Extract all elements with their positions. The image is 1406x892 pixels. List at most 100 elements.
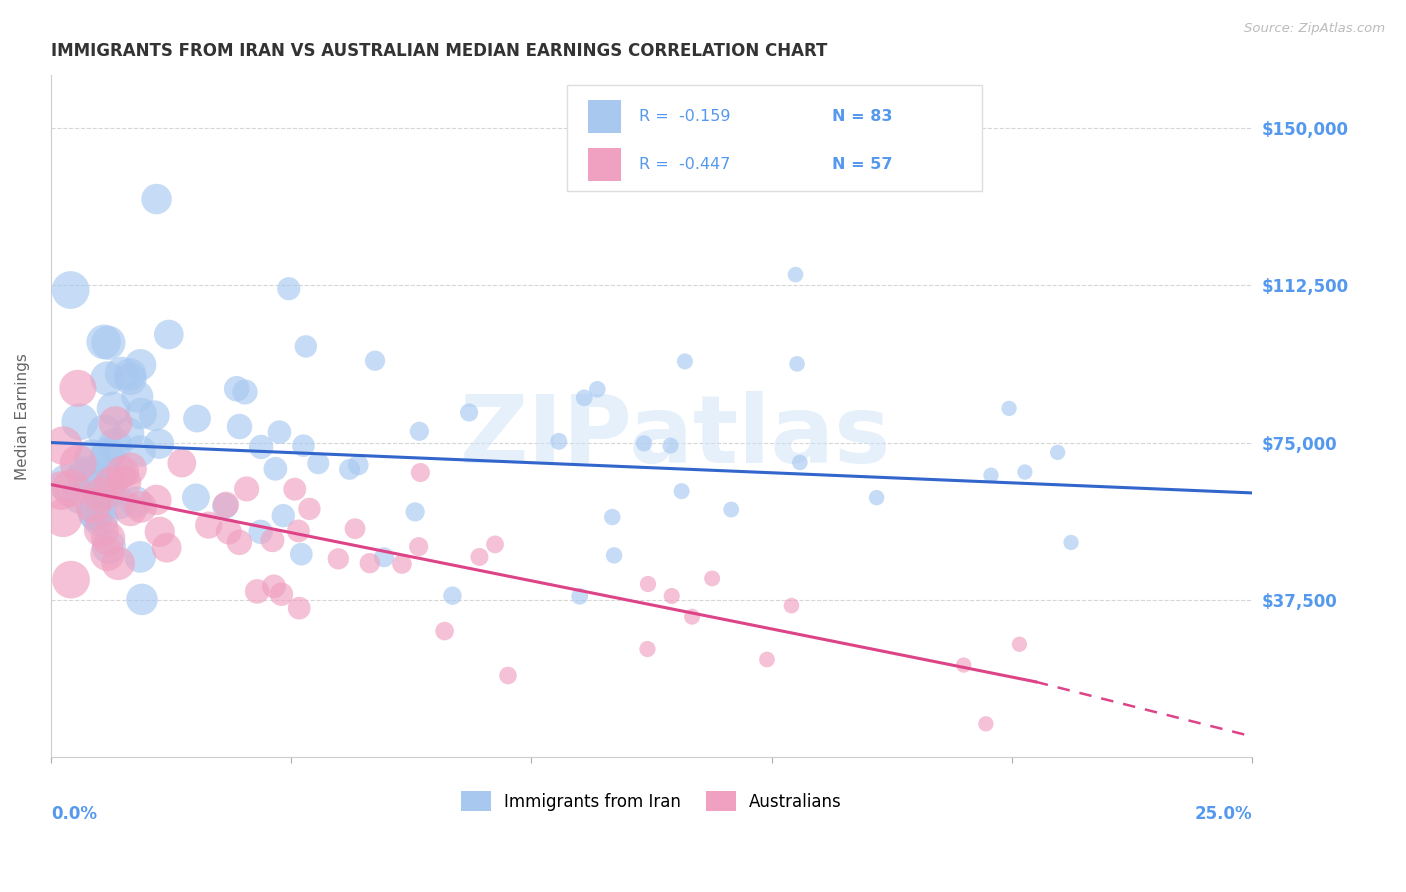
Point [111,465,134,479]
Point [186,411,208,425]
Point [433,624,456,638]
Point [484,537,506,551]
Text: 25.0%: 25.0% [1194,805,1251,823]
Point [149,524,172,539]
Text: ZIPatlas: ZIPatlas [460,391,891,483]
Point [148,437,170,451]
Point [633,436,655,450]
Point [131,592,153,607]
Point [87,497,110,511]
Point [636,642,658,657]
Point [108,466,131,480]
Point [170,456,193,470]
Point [659,439,682,453]
Point [96,371,118,385]
Point [262,533,284,548]
Point [82,499,104,513]
Point [117,426,139,441]
Point [107,557,129,571]
Point [246,584,269,599]
Point [97,540,120,554]
Point [215,498,238,512]
FancyBboxPatch shape [588,148,621,181]
Point [52,511,75,525]
Point [197,518,219,533]
Point [344,522,367,536]
Point [288,601,311,615]
Point [780,599,803,613]
Legend: Immigrants from Iran, Australians: Immigrants from Iran, Australians [454,785,849,817]
Point [59,482,82,496]
Point [218,524,240,539]
Point [998,401,1021,416]
Point [269,425,291,439]
Point [127,390,149,404]
Text: R =  -0.447: R = -0.447 [640,157,731,172]
Point [263,579,285,593]
Point [145,192,167,206]
Point [228,419,250,434]
FancyBboxPatch shape [568,86,981,191]
Point [96,485,118,500]
Point [80,450,103,465]
Point [67,456,90,470]
Point [225,382,247,396]
Point [600,510,623,524]
Point [865,491,887,505]
Point [93,425,115,439]
Point [69,489,91,503]
Point [129,358,152,372]
Point [408,425,430,439]
Point [974,716,997,731]
Text: R =  -0.159: R = -0.159 [640,109,731,124]
Point [96,547,118,561]
Point [339,462,361,476]
Point [980,468,1002,483]
Point [120,503,142,517]
Point [347,458,370,472]
Point [359,556,381,570]
Point [66,381,89,395]
Point [75,467,97,482]
Point [328,551,350,566]
Point [157,327,180,342]
Text: 0.0%: 0.0% [51,805,97,823]
Point [249,524,271,539]
Point [307,456,329,470]
Point [89,512,111,526]
Point [129,407,152,421]
Point [235,482,257,496]
Point [60,573,83,587]
Point [409,466,432,480]
Point [52,439,75,453]
Point [75,470,97,484]
Point [129,500,152,514]
Point [441,589,464,603]
Point [290,547,312,561]
Point [603,549,626,563]
Point [90,523,112,537]
Text: N = 83: N = 83 [831,109,891,124]
Point [120,461,142,475]
Point [1008,637,1031,651]
Point [100,476,122,491]
Point [97,447,120,461]
Point [129,549,152,564]
Point [702,571,724,585]
Point [90,488,112,502]
Point [756,652,779,666]
Text: Source: ZipAtlas.com: Source: ZipAtlas.com [1244,22,1385,36]
Point [114,475,136,490]
Point [298,502,321,516]
Point [97,335,120,350]
Point [277,282,299,296]
Point [786,357,808,371]
Point [120,368,142,382]
Point [120,372,142,386]
Point [292,439,315,453]
Point [96,449,118,463]
Point [97,531,120,545]
Point [586,382,609,396]
Point [69,415,91,429]
Point [637,577,659,591]
